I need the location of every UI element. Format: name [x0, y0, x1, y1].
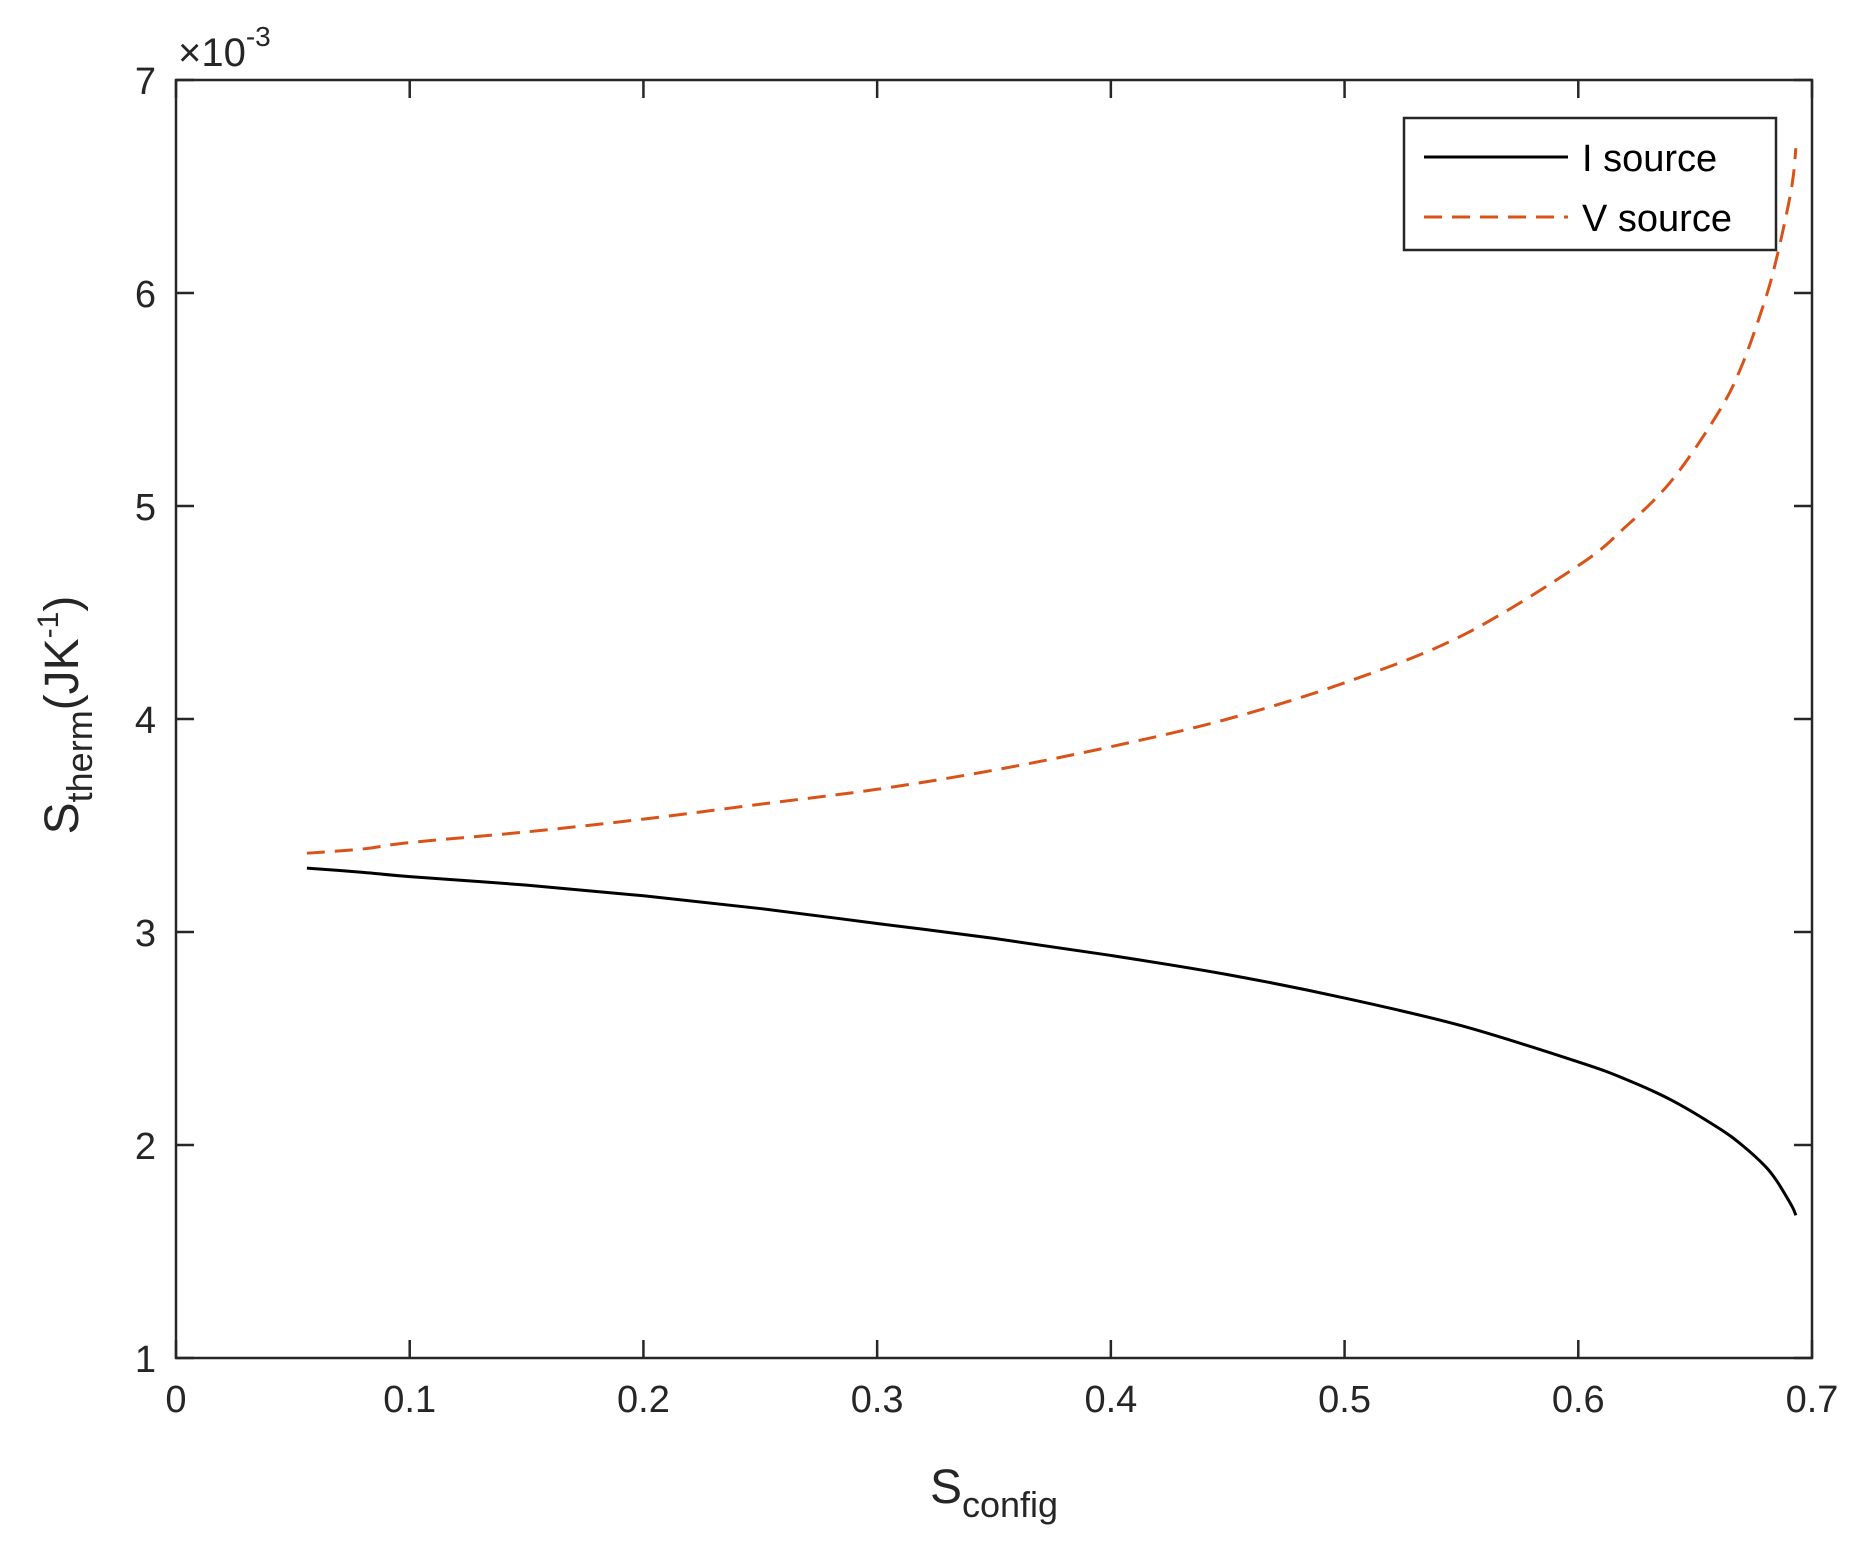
y-tick-label: 6 [135, 274, 156, 316]
y-axis-exponent-power: -3 [246, 21, 271, 52]
y-axis-title-main: S [36, 802, 89, 834]
y-axis-title-unit-sup: -1 [32, 612, 65, 639]
y-tick-label: 7 [135, 61, 156, 103]
x-tick-label: 0.7 [1786, 1379, 1839, 1421]
y-tick-label: 5 [135, 487, 156, 529]
y-axis-title-unit-close: ) [36, 596, 89, 612]
series-line-i-source [306, 866, 1798, 1216]
x-axis-title-sub: config [962, 1484, 1058, 1525]
x-tick-label: 0.5 [1318, 1379, 1371, 1421]
plot-area-frame [174, 78, 1814, 1360]
y-tick-label: 4 [135, 700, 156, 742]
x-tick-label: 0 [165, 1379, 186, 1421]
y-tick-label: 3 [135, 913, 156, 955]
x-tick-label: 0.1 [383, 1379, 436, 1421]
ticks-layer [174, 78, 1814, 1360]
y-tick-label: 1 [135, 1339, 156, 1381]
tick-labels-layer: 0 0.1 0.2 0.3 0.4 0.5 0.6 0.7 1 2 3 4 5 6 7 [135, 61, 1839, 1421]
legend: I source V source [1402, 116, 1778, 252]
series-line-v-source [306, 148, 1798, 855]
series-layer [306, 148, 1798, 1216]
y-axis-title-unit: (JK [36, 638, 89, 710]
x-tick-label: 0.3 [851, 1379, 904, 1421]
y-tick-label: 2 [135, 1126, 156, 1168]
x-axis-title-main: S [930, 1461, 962, 1514]
x-tick-label: 0.2 [617, 1379, 670, 1421]
y-axis-exponent: ×10-3 [178, 21, 271, 75]
x-tick-label: 0.4 [1084, 1379, 1137, 1421]
x-axis-title: Sconfig [930, 1461, 1058, 1525]
y-axis-title-sub: therm [59, 710, 100, 802]
legend-label-i-source: I source [1582, 138, 1717, 180]
legend-box [1402, 116, 1778, 252]
x-tick-label: 0.6 [1552, 1379, 1605, 1421]
legend-label-v-source: V source [1582, 198, 1732, 240]
y-axis-title: Stherm(JK-1) [32, 596, 100, 835]
